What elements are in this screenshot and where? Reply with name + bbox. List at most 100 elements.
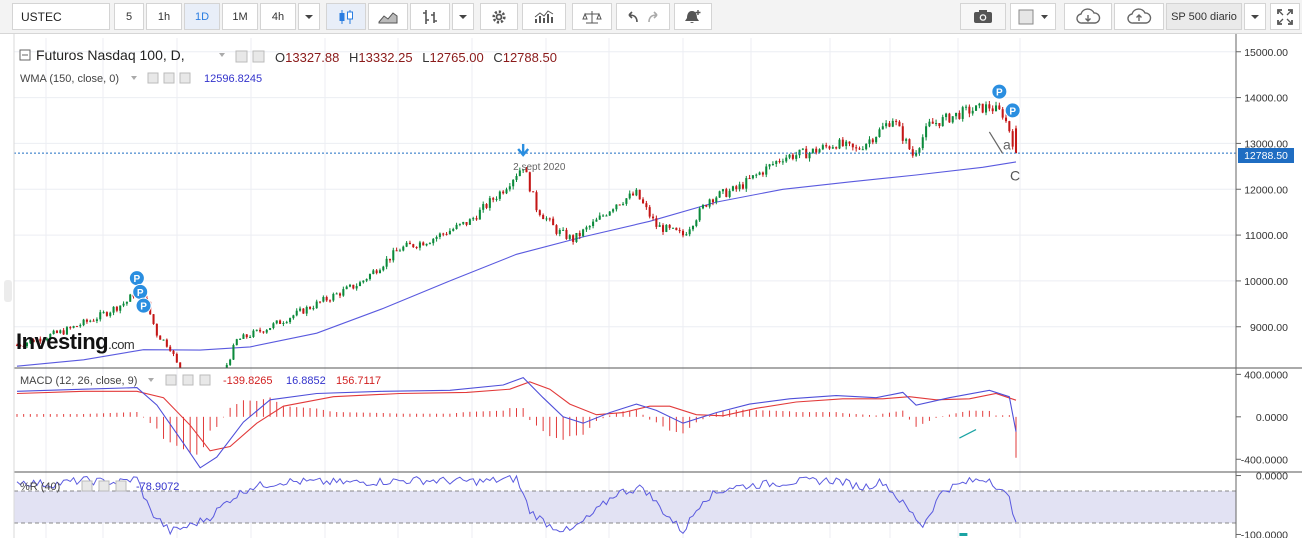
left-panel-handle[interactable] bbox=[4, 280, 12, 302]
chart-canvas[interactable]: 15000.00 14000.00 13000.00 12000.00 11000.00… bbox=[0, 34, 1302, 538]
candle-body bbox=[665, 224, 668, 232]
candle-body bbox=[259, 329, 262, 332]
eye-icon[interactable] bbox=[165, 374, 177, 386]
wma-line bbox=[16, 161, 1017, 367]
date-annotation: 2 sept 2020 bbox=[513, 162, 566, 173]
camera-icon bbox=[974, 10, 992, 23]
candle-body bbox=[315, 301, 318, 309]
eye-icon[interactable] bbox=[147, 72, 159, 84]
chevron-down-icon[interactable] bbox=[219, 53, 225, 57]
save-layout-button[interactable] bbox=[1114, 3, 1164, 30]
eye-icon[interactable] bbox=[235, 50, 248, 63]
candle-body bbox=[768, 164, 771, 167]
candle-body bbox=[605, 215, 608, 217]
interval-1m-button[interactable]: 1M bbox=[222, 3, 258, 30]
interval-1d-button[interactable]: 1D bbox=[184, 3, 220, 30]
bars-style-button[interactable] bbox=[410, 3, 450, 30]
candle-body bbox=[422, 242, 425, 246]
gear-icon[interactable] bbox=[98, 480, 110, 492]
candle-body bbox=[991, 108, 994, 112]
candle-body bbox=[162, 339, 165, 341]
candle-body bbox=[865, 143, 868, 150]
symbol-search-input[interactable]: USTEC bbox=[12, 3, 110, 30]
macd-signal-value: 16.8852 bbox=[286, 375, 326, 387]
chevron-down-icon bbox=[1040, 14, 1048, 19]
settings-button[interactable] bbox=[480, 3, 518, 30]
candle-body bbox=[632, 193, 635, 196]
candle-body bbox=[655, 218, 658, 227]
candle-body bbox=[911, 149, 914, 156]
candle-body bbox=[875, 136, 878, 143]
candle-body bbox=[1011, 131, 1014, 147]
candle-body bbox=[165, 339, 168, 347]
background-color-button[interactable] bbox=[1010, 3, 1056, 30]
undo-redo-button[interactable] bbox=[616, 3, 670, 30]
candle-body bbox=[615, 204, 618, 210]
load-layout-button[interactable] bbox=[1064, 3, 1112, 30]
candle-body bbox=[522, 169, 525, 171]
chevron-down-icon[interactable] bbox=[131, 76, 137, 80]
candle-body bbox=[901, 126, 904, 141]
candle-body bbox=[335, 293, 338, 295]
candle-body bbox=[338, 293, 342, 296]
saved-chart-dropdown-button[interactable] bbox=[1244, 3, 1266, 30]
candle-body bbox=[45, 338, 48, 340]
interval-dropdown-button[interactable] bbox=[298, 3, 320, 30]
chevron-down-icon[interactable] bbox=[148, 378, 154, 382]
interval-4h-button[interactable]: 4h bbox=[260, 3, 296, 30]
fullscreen-button[interactable] bbox=[1270, 3, 1300, 30]
saved-chart-select[interactable]: SP 500 diario bbox=[1166, 3, 1242, 30]
close-icon[interactable] bbox=[179, 72, 191, 84]
close-icon[interactable] bbox=[115, 480, 127, 492]
compare-button[interactable] bbox=[572, 3, 612, 30]
candle-body bbox=[928, 121, 931, 127]
candle-body bbox=[745, 178, 748, 189]
candle-body bbox=[568, 235, 571, 239]
candle-body bbox=[115, 306, 118, 311]
price-tick-label: 12000.00 bbox=[1244, 184, 1288, 196]
alert-button[interactable] bbox=[674, 3, 712, 30]
candle-body bbox=[415, 247, 418, 249]
gear-icon[interactable] bbox=[252, 50, 265, 63]
candle-body bbox=[658, 225, 661, 227]
candle-body bbox=[881, 126, 884, 130]
candle-body bbox=[795, 155, 798, 159]
pivot-marker bbox=[1004, 102, 1021, 119]
candle-body bbox=[848, 141, 851, 144]
candle-body bbox=[402, 246, 405, 251]
indicators-button[interactable] bbox=[522, 3, 566, 30]
gear-icon[interactable] bbox=[163, 72, 175, 84]
candle-body bbox=[395, 250, 398, 252]
price-axis[interactable]: 15000.00 14000.00 13000.00 12000.00 11000.00… bbox=[1236, 47, 1288, 538]
area-style-button[interactable] bbox=[368, 3, 408, 30]
candle-body bbox=[908, 139, 911, 150]
close-icon[interactable] bbox=[199, 374, 211, 386]
style-dropdown-button[interactable] bbox=[452, 3, 474, 30]
screenshot-button[interactable] bbox=[960, 3, 1006, 30]
interval-1h-button[interactable]: 1h bbox=[146, 3, 182, 30]
macd-line bbox=[16, 376, 1017, 469]
interval-5m-button[interactable]: 5 bbox=[114, 3, 144, 30]
candle-body bbox=[235, 339, 238, 346]
gear-icon[interactable] bbox=[182, 374, 194, 386]
candle-body bbox=[169, 346, 172, 351]
candle-body bbox=[39, 338, 42, 342]
candle-body bbox=[485, 204, 488, 208]
candle-body bbox=[815, 148, 818, 153]
candle-body bbox=[998, 105, 1001, 110]
chart-toolbar: USTEC 5 1h 1D 1M 4h bbox=[0, 0, 1302, 34]
candle-body bbox=[652, 216, 655, 219]
candles-style-button[interactable] bbox=[326, 3, 366, 30]
open-label: O bbox=[275, 50, 285, 65]
candle-body bbox=[708, 199, 711, 207]
candle-body bbox=[525, 169, 528, 173]
candle-body bbox=[925, 126, 928, 138]
candle-body bbox=[502, 191, 505, 194]
undo-icon bbox=[628, 10, 638, 22]
candle-body bbox=[755, 174, 758, 176]
candle-body bbox=[255, 329, 258, 331]
eye-icon[interactable] bbox=[81, 480, 93, 492]
candle-body bbox=[125, 301, 128, 304]
wr-series-line bbox=[16, 474, 1017, 536]
scale-icon bbox=[582, 10, 602, 23]
